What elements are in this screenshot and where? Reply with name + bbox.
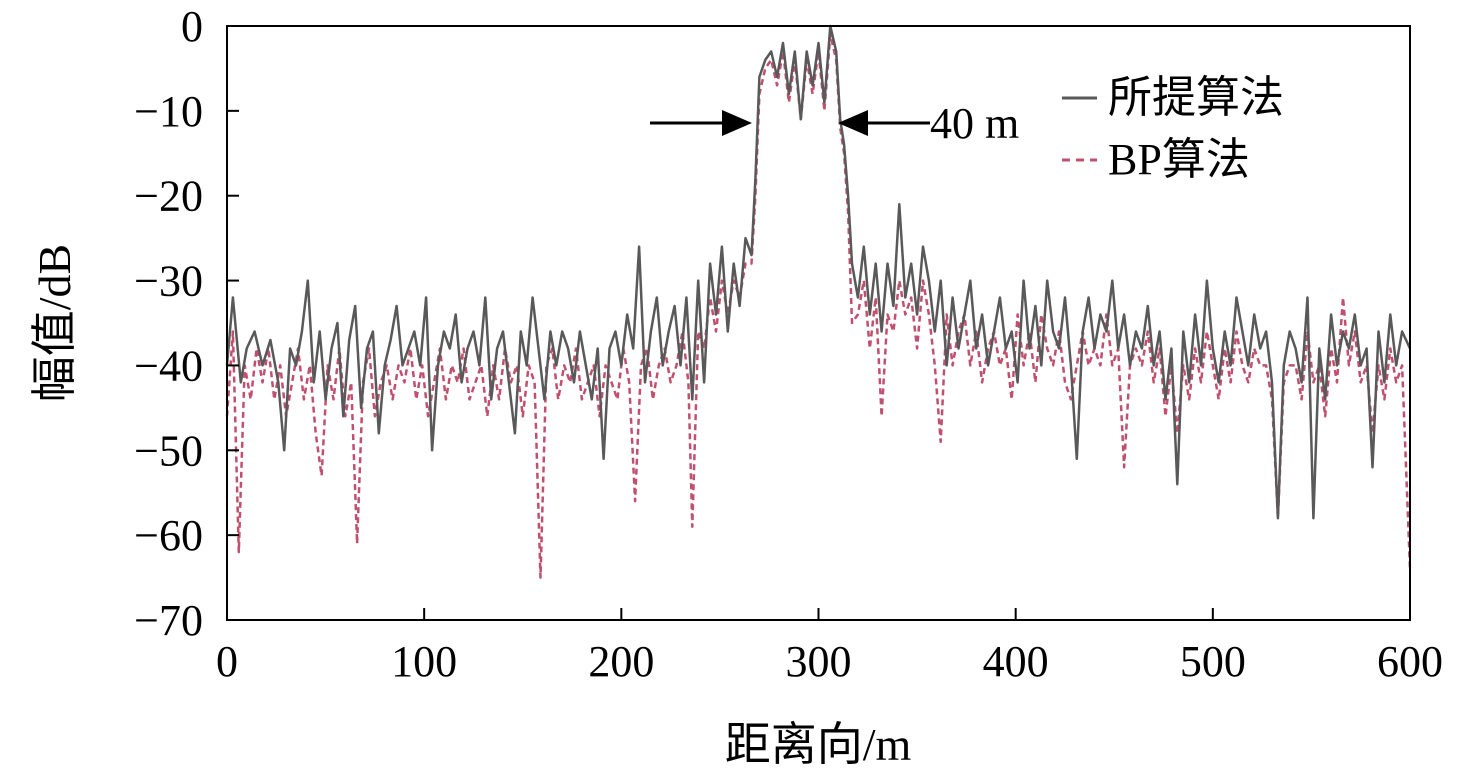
x-axis-title: 距离向/m <box>725 719 912 770</box>
series-layer <box>225 24 1412 579</box>
x-tick-label: 100 <box>391 637 457 686</box>
x-tick-label: 400 <box>983 637 1049 686</box>
x-tick-label: 300 <box>786 637 852 686</box>
y-axis-title: 幅值/dB <box>29 244 80 402</box>
mainlobe-width-annotation: 40 m <box>650 99 1019 148</box>
x-tick-label: 0 <box>216 637 238 686</box>
left-arrowhead <box>722 110 752 136</box>
series-line-proposed <box>225 24 1412 520</box>
legend-label-bp: BP算法 <box>1108 135 1250 184</box>
x-tick-label: 600 <box>1377 637 1443 686</box>
y-tick-label: −30 <box>134 257 203 306</box>
x-tick-label: 500 <box>1180 637 1246 686</box>
legend-label-proposed: 所提算法 <box>1108 73 1284 122</box>
annotation-label: 40 m <box>930 99 1019 148</box>
y-tick-label: −60 <box>134 511 203 560</box>
right-arrowhead <box>838 110 868 136</box>
y-tick-label: −50 <box>134 426 203 475</box>
y-tick-label: −70 <box>134 596 203 645</box>
y-tick-label: −20 <box>134 172 203 221</box>
axis-ticks: 0 100 200 300 400 500 600 0 −10 −20 −30 −40 −50 −60 −7… <box>134 2 1443 686</box>
legend: 所提算法 BP算法 <box>1062 73 1284 184</box>
y-tick-label: −10 <box>134 87 203 136</box>
x-tick-label: 200 <box>588 637 654 686</box>
y-tick-label: −40 <box>134 341 203 390</box>
y-tick-label: 0 <box>181 2 203 51</box>
